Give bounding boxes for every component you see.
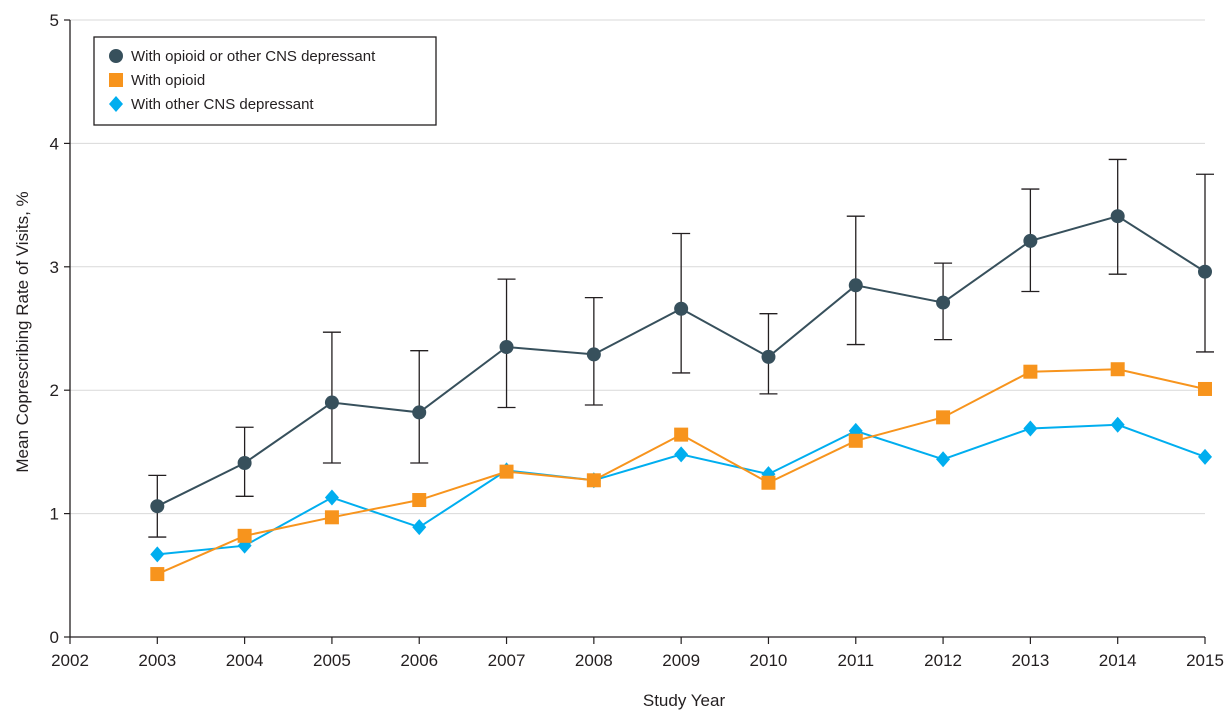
data-point [848,433,863,448]
x-tick-label: 2007 [488,651,526,670]
data-point [848,278,863,293]
data-point [674,446,689,463]
data-point [586,347,601,362]
x-tick-label: 2005 [313,651,351,670]
x-tick-label: 2011 [837,651,874,670]
legend-label: With opioid or other CNS depressant [131,48,376,65]
data-point [150,546,165,563]
data-point [761,349,776,364]
legend-label: With opioid [131,72,205,89]
x-tick-label: 2014 [1099,651,1137,670]
series-1 [150,209,1212,514]
legend-box [93,36,437,126]
data-point [936,410,951,425]
data-point [936,451,951,468]
legend-marker [109,49,123,63]
x-tick-label: 2004 [226,651,264,670]
legend: With opioid or other CNS depressant With … [93,36,437,126]
data-point [586,473,601,488]
x-tick-label: 2003 [138,651,176,670]
series-line [156,368,1206,575]
data-point [237,528,252,543]
data-point [150,499,165,514]
series-2 [150,362,1212,582]
data-point [1110,209,1125,224]
data-point [1110,416,1125,433]
y-tick-label: 0 [50,628,59,647]
data-point [674,301,689,316]
data-point [1023,233,1038,248]
data-point [1110,362,1125,377]
series-line [157,423,1206,556]
series-lines [148,158,1214,582]
legend-marker [109,73,123,87]
data-point [1198,448,1212,465]
data-point [499,464,514,479]
data-point [324,510,339,525]
legend-marker [109,96,123,112]
data-point [237,456,252,471]
y-tick-label: 3 [50,258,59,277]
data-point [936,295,951,310]
x-axis-title: Study Year [643,691,726,710]
data-point [1023,420,1038,437]
data-point [150,567,165,582]
data-point [499,340,514,355]
x-tick-label: 2010 [750,651,788,670]
grid-lines [70,19,1205,515]
y-tick-label: 2 [50,381,59,400]
y-tick-label: 4 [50,134,59,153]
x-tick-label: 2015 [1186,651,1224,670]
y-tick-label: 1 [50,505,59,524]
axes: 0 1 2 3 4 5 2002 2003 2004 2005 2006 2007 2008 2009 20… [50,11,1224,670]
data-point [412,405,427,420]
x-tick-label: 2006 [400,651,438,670]
x-tick-label: 2009 [662,651,700,670]
y-axis-title: Mean Coprescribing Rate of Visits, % [13,191,32,472]
data-point [412,519,427,536]
legend-label: With other CNS depressant [131,96,314,113]
data-point [761,475,776,490]
data-point [1198,264,1212,279]
y-tick-label: 5 [50,11,59,30]
data-point [1023,364,1038,379]
x-tick-label: 2012 [924,651,962,670]
data-point [674,427,689,442]
data-point [324,395,339,410]
x-tick-label: 2002 [51,651,89,670]
data-point [412,493,427,508]
x-tick-label: 2008 [575,651,613,670]
data-point [324,489,339,506]
data-point [1198,381,1212,396]
x-tick-label: 2013 [1011,651,1049,670]
